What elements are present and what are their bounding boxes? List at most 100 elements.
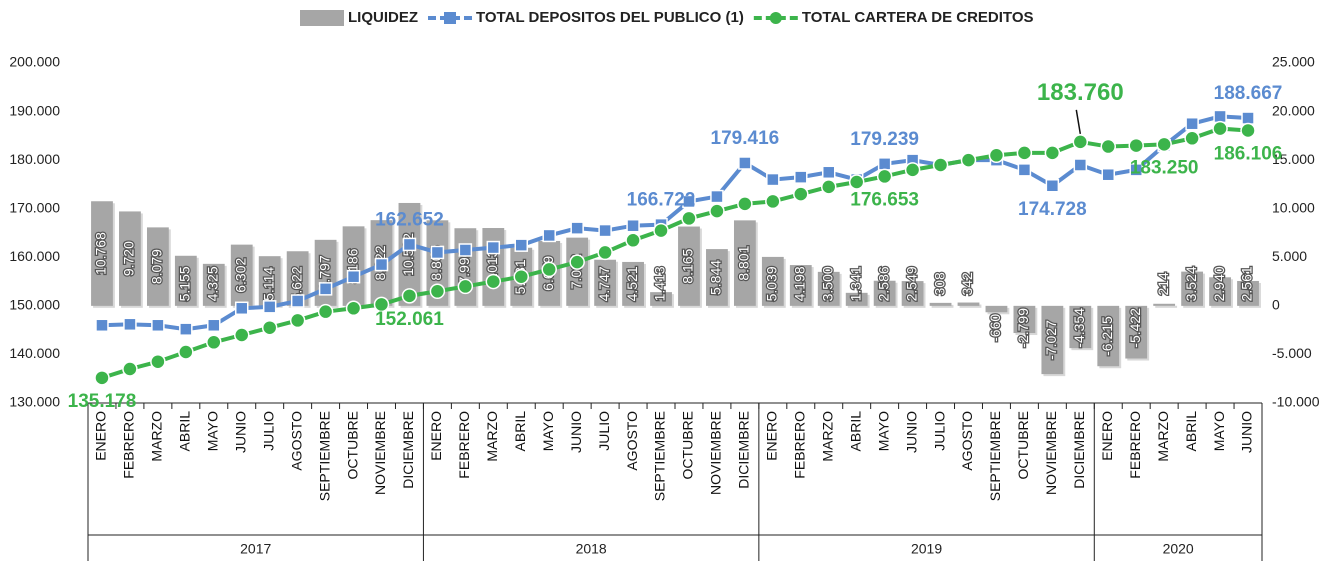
marker xyxy=(988,147,1005,164)
bar-shadow xyxy=(1155,305,1178,308)
marker xyxy=(1129,163,1143,177)
group-label: 2020 xyxy=(1163,541,1194,557)
marker xyxy=(1241,111,1255,125)
x-tick-label: ABRIL xyxy=(512,411,528,452)
marker xyxy=(401,288,418,304)
bar-value-label: 6.302 xyxy=(232,258,248,293)
x-tick-label: NOVIEMBRE xyxy=(1043,411,1059,495)
marker xyxy=(1184,130,1200,147)
bar xyxy=(1069,305,1092,349)
bar-value-label: -7.027 xyxy=(1043,320,1059,360)
x-tick-label: AGOSTO xyxy=(959,411,975,471)
x-tick-label: DICIEMBRE xyxy=(400,411,416,489)
line-value-label: 162.652 xyxy=(375,209,444,230)
x-tick-label: MARZO xyxy=(484,411,500,462)
marker xyxy=(402,237,417,252)
marker xyxy=(1100,138,1117,155)
bar-value-label: -660 xyxy=(987,314,1003,342)
marker xyxy=(513,268,530,285)
marker xyxy=(542,228,556,243)
marker xyxy=(485,273,502,290)
marker xyxy=(122,361,138,377)
marker xyxy=(318,282,333,296)
marker xyxy=(373,296,390,313)
marker xyxy=(345,300,362,317)
bar xyxy=(1013,305,1036,334)
bar xyxy=(845,292,868,306)
marker xyxy=(430,245,445,260)
bar-shadow xyxy=(959,304,982,308)
marker xyxy=(821,165,836,180)
marker xyxy=(904,162,921,178)
x-tick-label: ABRIL xyxy=(1183,411,1199,452)
x-tick-label: JUNIO xyxy=(568,411,584,453)
bar-value-label: -4.354 xyxy=(1071,308,1087,348)
x-tick-label: SEPTIEMBRE xyxy=(316,411,332,501)
marker xyxy=(346,269,361,284)
y2-tick-label: 10.000 xyxy=(1272,199,1315,215)
bar xyxy=(566,237,589,306)
bar xyxy=(1125,305,1148,359)
marker xyxy=(457,278,474,295)
marker xyxy=(1240,122,1256,139)
y-tick-label: 150.000 xyxy=(9,297,60,313)
bar xyxy=(817,271,840,306)
x-tick-label: FEBRERO xyxy=(456,411,472,479)
x-tick-label: MAYO xyxy=(204,411,220,451)
legend-label: TOTAL CARTERA DE CREDITOS xyxy=(802,9,1034,26)
y-tick-label: 140.000 xyxy=(9,345,60,361)
marker xyxy=(374,257,389,272)
bar xyxy=(1181,271,1204,306)
bar-value-label: 4.521 xyxy=(624,266,640,301)
marker xyxy=(429,283,446,300)
x-tick-label: DICIEMBRE xyxy=(1071,411,1087,489)
bar xyxy=(706,249,728,306)
marker xyxy=(1044,145,1061,161)
line-value-label: 152.061 xyxy=(375,309,444,330)
x-tick-label: OCTUBRE xyxy=(680,411,696,479)
x-tick-label: ENERO xyxy=(428,411,444,461)
bar xyxy=(985,305,1008,313)
y-tick-label: 180.000 xyxy=(9,151,60,167)
marker xyxy=(653,222,669,239)
bar xyxy=(286,251,309,306)
x-tick-label: ENERO xyxy=(1099,411,1115,461)
bar-value-label: 214 xyxy=(1155,272,1171,296)
marker xyxy=(1185,116,1199,131)
x-tick-label: JULIO xyxy=(260,411,276,451)
bar-value-label: 5.844 xyxy=(708,260,724,295)
marker xyxy=(709,203,725,219)
bar-value-label: 7.992 xyxy=(456,249,472,284)
marker xyxy=(569,254,585,270)
bar-value-label: 308 xyxy=(931,272,947,296)
bar-value-label: 10.768 xyxy=(93,232,109,275)
x-tick-label: FEBRERO xyxy=(121,411,137,479)
y-tick-label: 160.000 xyxy=(9,248,60,264)
marker xyxy=(1045,178,1060,193)
bar-value-label: 4.747 xyxy=(596,266,612,301)
bar-value-label: -2.799 xyxy=(1015,308,1031,348)
marker xyxy=(682,194,696,209)
leader-line xyxy=(1075,109,1082,135)
bar xyxy=(1237,280,1259,306)
line-value-label: 135.178 xyxy=(68,391,137,412)
x-tick-label: SEPTIEMBRE xyxy=(987,411,1003,501)
marker xyxy=(1101,167,1116,182)
bar xyxy=(622,261,644,306)
x-tick-label: JULIO xyxy=(596,411,612,451)
bar xyxy=(119,211,141,306)
bar xyxy=(678,226,700,306)
x-tick-label: SEPTIEMBRE xyxy=(652,411,668,501)
x-tick-label: NOVIEMBRE xyxy=(708,411,724,495)
bar xyxy=(929,302,952,306)
x-tick-label: JULIO xyxy=(931,411,947,451)
bar xyxy=(426,220,449,306)
marker xyxy=(1017,163,1032,177)
bar xyxy=(174,255,197,306)
marker xyxy=(626,218,640,233)
bar xyxy=(1153,303,1176,306)
bar xyxy=(202,263,225,306)
x-tick-label: ABRIL xyxy=(177,411,193,452)
x-tick-label: JUNIO xyxy=(1239,411,1255,453)
